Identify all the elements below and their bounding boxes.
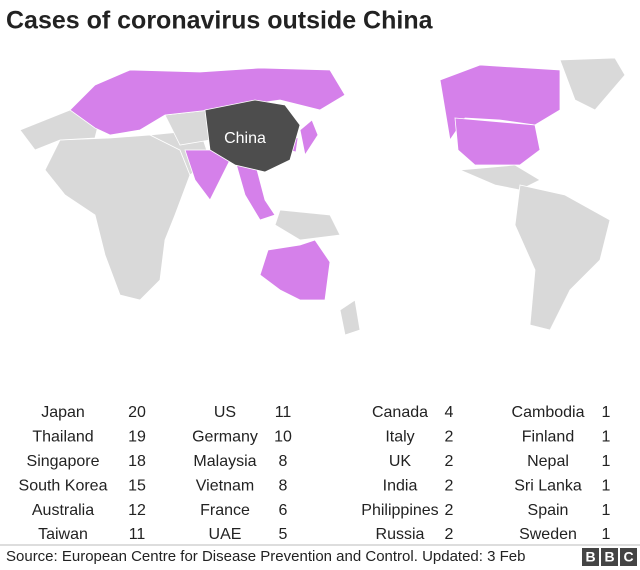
- case-count: 2: [445, 502, 454, 519]
- source: Source: European Centre for Disease Prev…: [6, 548, 525, 565]
- case-count: 15: [128, 477, 146, 494]
- country-name: US: [214, 404, 236, 421]
- africa: [44, 134, 191, 301]
- country-name: Vietnam: [196, 477, 254, 494]
- case-count: 18: [128, 453, 146, 470]
- case-count: 6: [279, 502, 288, 519]
- case-count: 5: [279, 526, 288, 543]
- case-count: 12: [128, 502, 146, 519]
- country-name: India: [383, 477, 418, 494]
- logo-box: [582, 548, 599, 566]
- country-name: Cambodia: [512, 404, 585, 421]
- case-count: 8: [279, 453, 288, 470]
- country-name: Spain: [528, 502, 569, 519]
- logo-box: [601, 548, 618, 566]
- greenland: [559, 57, 626, 111]
- country-name: Sweden: [519, 526, 577, 543]
- country-name: Malaysia: [193, 453, 256, 470]
- case-count: 4: [445, 404, 454, 421]
- country-name: Finland: [522, 429, 574, 446]
- case-count: 2: [445, 477, 454, 494]
- title: Cases of coronavirus outside China: [6, 7, 434, 35]
- japan: [299, 119, 319, 157]
- country-name: Japan: [41, 404, 85, 421]
- case-count: 1: [602, 404, 611, 421]
- logo-box: [620, 548, 637, 566]
- country-name: Singapore: [27, 453, 100, 470]
- usa: [454, 117, 541, 166]
- country-name: Russia: [376, 526, 425, 543]
- map-label: China: [224, 130, 266, 147]
- logo-letter: B: [585, 549, 595, 565]
- case-count: 11: [275, 404, 292, 421]
- country-name: UK: [389, 453, 412, 470]
- new-zealand: [339, 299, 361, 336]
- logo-letter: C: [623, 549, 633, 565]
- case-count: 2: [445, 429, 454, 446]
- case-count: 1: [602, 477, 611, 494]
- country-name: UAE: [209, 526, 242, 543]
- country-name: France: [200, 502, 250, 519]
- case-count: 1: [602, 429, 611, 446]
- europe-russia: [69, 67, 346, 136]
- case-count: 1: [602, 526, 611, 543]
- country-name: Philippines: [361, 502, 438, 519]
- case-count: 10: [274, 429, 292, 446]
- country-name: Canada: [372, 404, 428, 421]
- indonesia: [274, 209, 341, 241]
- china: [204, 99, 301, 173]
- australia: [259, 239, 331, 301]
- country-name: Sri Lanka: [514, 477, 582, 494]
- country-name: Nepal: [527, 453, 569, 470]
- case-count: 2: [445, 526, 454, 543]
- case-count: 2: [445, 453, 454, 470]
- country-name: South Korea: [19, 477, 108, 494]
- world-map: [19, 57, 626, 336]
- logo-letter: B: [604, 549, 614, 565]
- case-count: 8: [279, 477, 288, 494]
- case-count: 1: [602, 453, 611, 470]
- south-america: [514, 184, 611, 331]
- country-name: Thailand: [32, 429, 93, 446]
- central-america: [459, 164, 541, 191]
- country-name: Italy: [385, 429, 414, 446]
- case-count: 1: [602, 502, 611, 519]
- case-count: 19: [128, 429, 146, 446]
- country-name: Australia: [32, 502, 94, 519]
- country-name: Taiwan: [38, 526, 88, 543]
- country-name: Germany: [192, 429, 258, 446]
- case-count: 20: [128, 404, 146, 421]
- case-count: 11: [129, 526, 146, 543]
